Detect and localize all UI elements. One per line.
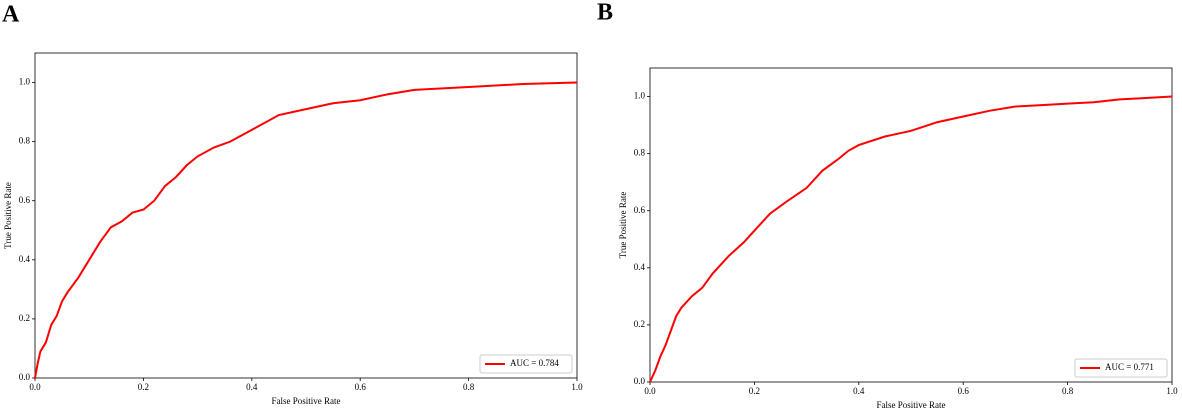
x-tick-label: 1.0 bbox=[1166, 386, 1178, 396]
plot-frame bbox=[34, 52, 578, 379]
y-tick-label: 1.0 bbox=[634, 91, 646, 101]
x-tick-label: 1.0 bbox=[571, 382, 583, 392]
chart: A 0.0 0.2 0.4 0.6 0.8 1.0 0.0 0.2 0.4 0.6 0.8 1.0 Fal… bbox=[2, 2, 583, 407]
x-tick-label: 0.6 bbox=[958, 386, 970, 396]
y-axis-label: True Positive Rate bbox=[3, 182, 13, 249]
legend: AUC = 0.771 bbox=[1074, 358, 1168, 378]
y-tick-label: 1.0 bbox=[19, 77, 31, 87]
x-tick-label: 0.4 bbox=[853, 386, 865, 396]
y-tick-label: 0.2 bbox=[634, 319, 645, 329]
y-axis-label: True Positive Rate bbox=[618, 192, 628, 259]
x-tick-label: 0.6 bbox=[355, 382, 367, 392]
legend-box bbox=[1074, 358, 1168, 378]
legend: AUC = 0.784 bbox=[479, 354, 573, 374]
x-axis-label: False Positive Rate bbox=[272, 396, 341, 406]
plot-frame bbox=[649, 67, 1173, 383]
x-tick-label: 0.8 bbox=[463, 382, 475, 392]
legend-label: AUC = 0.784 bbox=[510, 358, 559, 368]
x-tick-label: 0.4 bbox=[246, 382, 258, 392]
roc-curve bbox=[649, 95, 1173, 383]
y-tick-label: 0.8 bbox=[634, 148, 646, 158]
roc-curve bbox=[34, 81, 578, 379]
chart: B 0.0 0.2 0.4 0.6 0.8 1.0 0.0 0.2 0.4 0.6 0.8 1.0 Fal… bbox=[597, 0, 1178, 409]
x-axis-label: False Positive Rate bbox=[877, 400, 946, 409]
x-tick-label: 0.2 bbox=[138, 382, 149, 392]
x-tick-label: 0.0 bbox=[644, 386, 656, 396]
y-tick-label: 0.6 bbox=[634, 205, 646, 215]
y-tick-label: 0.2 bbox=[19, 313, 30, 323]
y-tick-label: 0.4 bbox=[19, 254, 31, 264]
y-tick-label: 0.6 bbox=[19, 195, 31, 205]
y-tick-label: 0.0 bbox=[19, 372, 31, 382]
x-tick-label: 0.2 bbox=[749, 386, 760, 396]
panel-label: A bbox=[2, 2, 20, 28]
legend-box bbox=[479, 354, 573, 374]
x-tick-label: 0.8 bbox=[1062, 386, 1074, 396]
y-tick-label: 0.4 bbox=[634, 262, 646, 272]
y-tick-label: 0.8 bbox=[19, 136, 31, 146]
x-tick-label: 0.0 bbox=[29, 382, 41, 392]
panel-label: B bbox=[597, 0, 613, 26]
y-tick-label: 0.0 bbox=[634, 376, 646, 386]
legend-label: AUC = 0.771 bbox=[1105, 362, 1154, 372]
